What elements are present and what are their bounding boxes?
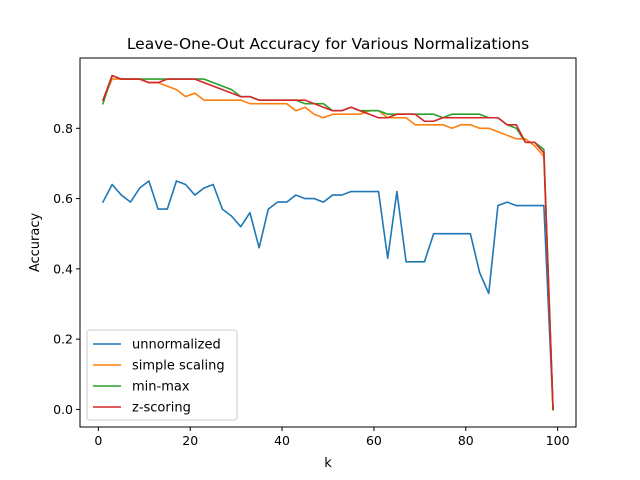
series-line-unnormalized <box>101 180 554 411</box>
legend: unnormalized simple scaling min-max z-scori… <box>86 329 238 421</box>
series-line-simple-scaling <box>101 78 554 411</box>
chart-title: Leave-One-Out Accuracy for Various Norma… <box>127 35 529 53</box>
y-tick-label: 0.6 <box>53 191 73 206</box>
legend-label: min-max <box>132 380 190 395</box>
legend-box <box>86 329 238 421</box>
y-tick-label: 0.0 <box>53 402 73 417</box>
legend-label: simple scaling <box>132 359 225 374</box>
x-tick-label: 40 <box>274 433 290 448</box>
x-tick-label: 0 <box>94 433 102 448</box>
y-tick-label: 0.2 <box>53 332 73 347</box>
series-lines <box>101 74 554 411</box>
y-tick-label: 0.8 <box>53 121 73 136</box>
x-axis-label: k <box>324 456 332 471</box>
y-tick-label: 0.4 <box>53 261 73 276</box>
plot-area-frame <box>79 57 577 428</box>
legend-label: z-scoring <box>132 401 191 416</box>
x-tick-label: 100 <box>546 433 570 448</box>
x-axis-ticks: 0 20 40 60 80 100 <box>94 427 570 448</box>
x-tick-label: 80 <box>458 433 474 448</box>
y-axis-ticks: 0.0 0.2 0.4 0.6 0.8 <box>53 121 80 417</box>
x-tick-label: 60 <box>366 433 382 448</box>
legend-label: unnormalized <box>132 338 221 353</box>
y-axis-label: Accuracy <box>28 213 43 273</box>
series-line-z-scoring <box>101 74 554 411</box>
x-tick-label: 20 <box>182 433 198 448</box>
